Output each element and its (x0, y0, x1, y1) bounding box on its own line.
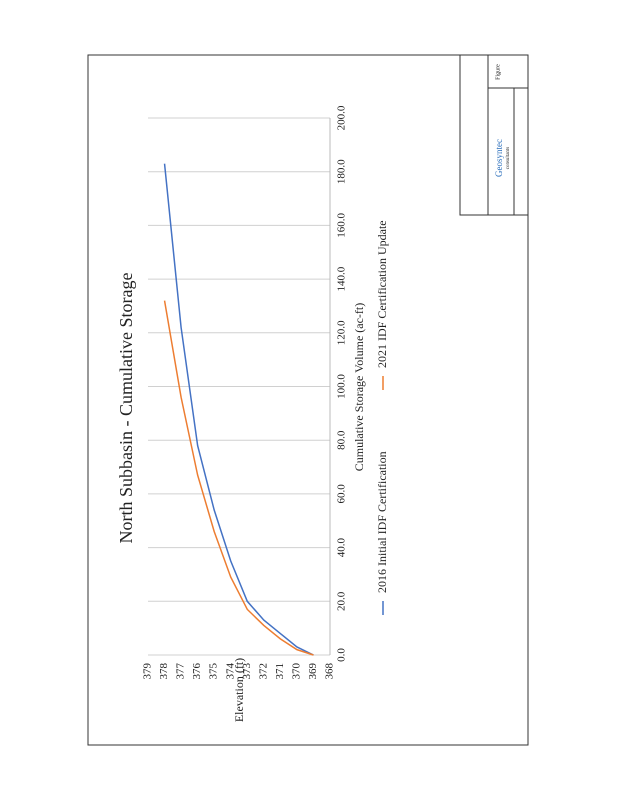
x-tick-label: 40.0 (336, 537, 348, 557)
company-name: Geosyntec (494, 139, 504, 177)
y-tick-label: 379 (142, 663, 154, 680)
x-tick-label: 200.0 (336, 105, 348, 130)
title-block: Geosyntec consultants Figure (459, 54, 529, 216)
y-tick-label: 369 (307, 663, 319, 680)
x-tick-label: 0.0 (336, 648, 348, 662)
chart: North Subbasin - Cumulative Storage Cumu… (116, 105, 389, 722)
y-tick-label: 378 (158, 663, 170, 680)
y-tick-label: 376 (191, 663, 203, 680)
x-tick-label: 160.0 (336, 213, 348, 238)
y-tick-label: 377 (175, 663, 187, 680)
y-tick-label: 374 (224, 663, 236, 680)
legend-label: 2021 IDF Certification Update (375, 220, 389, 368)
y-tick-label: 375 (208, 663, 220, 680)
y-tick-label: 370 (290, 663, 302, 680)
y-tick-label: 368 (324, 663, 336, 680)
y-tick-label: 372 (257, 663, 269, 680)
y-tick-label: 371 (274, 663, 286, 680)
page-border (87, 54, 529, 746)
company-subtitle: consultants (506, 147, 511, 170)
series-line (163, 300, 314, 656)
x-tick-label: 100.0 (336, 374, 348, 399)
figure-label: Figure (495, 64, 501, 80)
x-tick-label: 120.0 (336, 320, 348, 345)
y-axis-title: Elevation (ft) (232, 658, 246, 722)
x-tick-label: 60.0 (336, 484, 348, 504)
legend-label: 2016 Initial IDF Certification (375, 451, 389, 593)
x-tick-label: 140.0 (336, 266, 348, 291)
title-block-frame (459, 54, 529, 216)
x-tick-label: 20.0 (336, 591, 348, 611)
x-tick-label: 180.0 (336, 159, 348, 184)
series-line (163, 163, 314, 656)
chart-title: North Subbasin - Cumulative Storage (116, 273, 136, 544)
x-axis-title: Cumulative Storage Volume (ac-ft) (352, 303, 366, 472)
x-tick-label: 80.0 (336, 430, 348, 450)
y-tick-label: 373 (241, 663, 253, 680)
